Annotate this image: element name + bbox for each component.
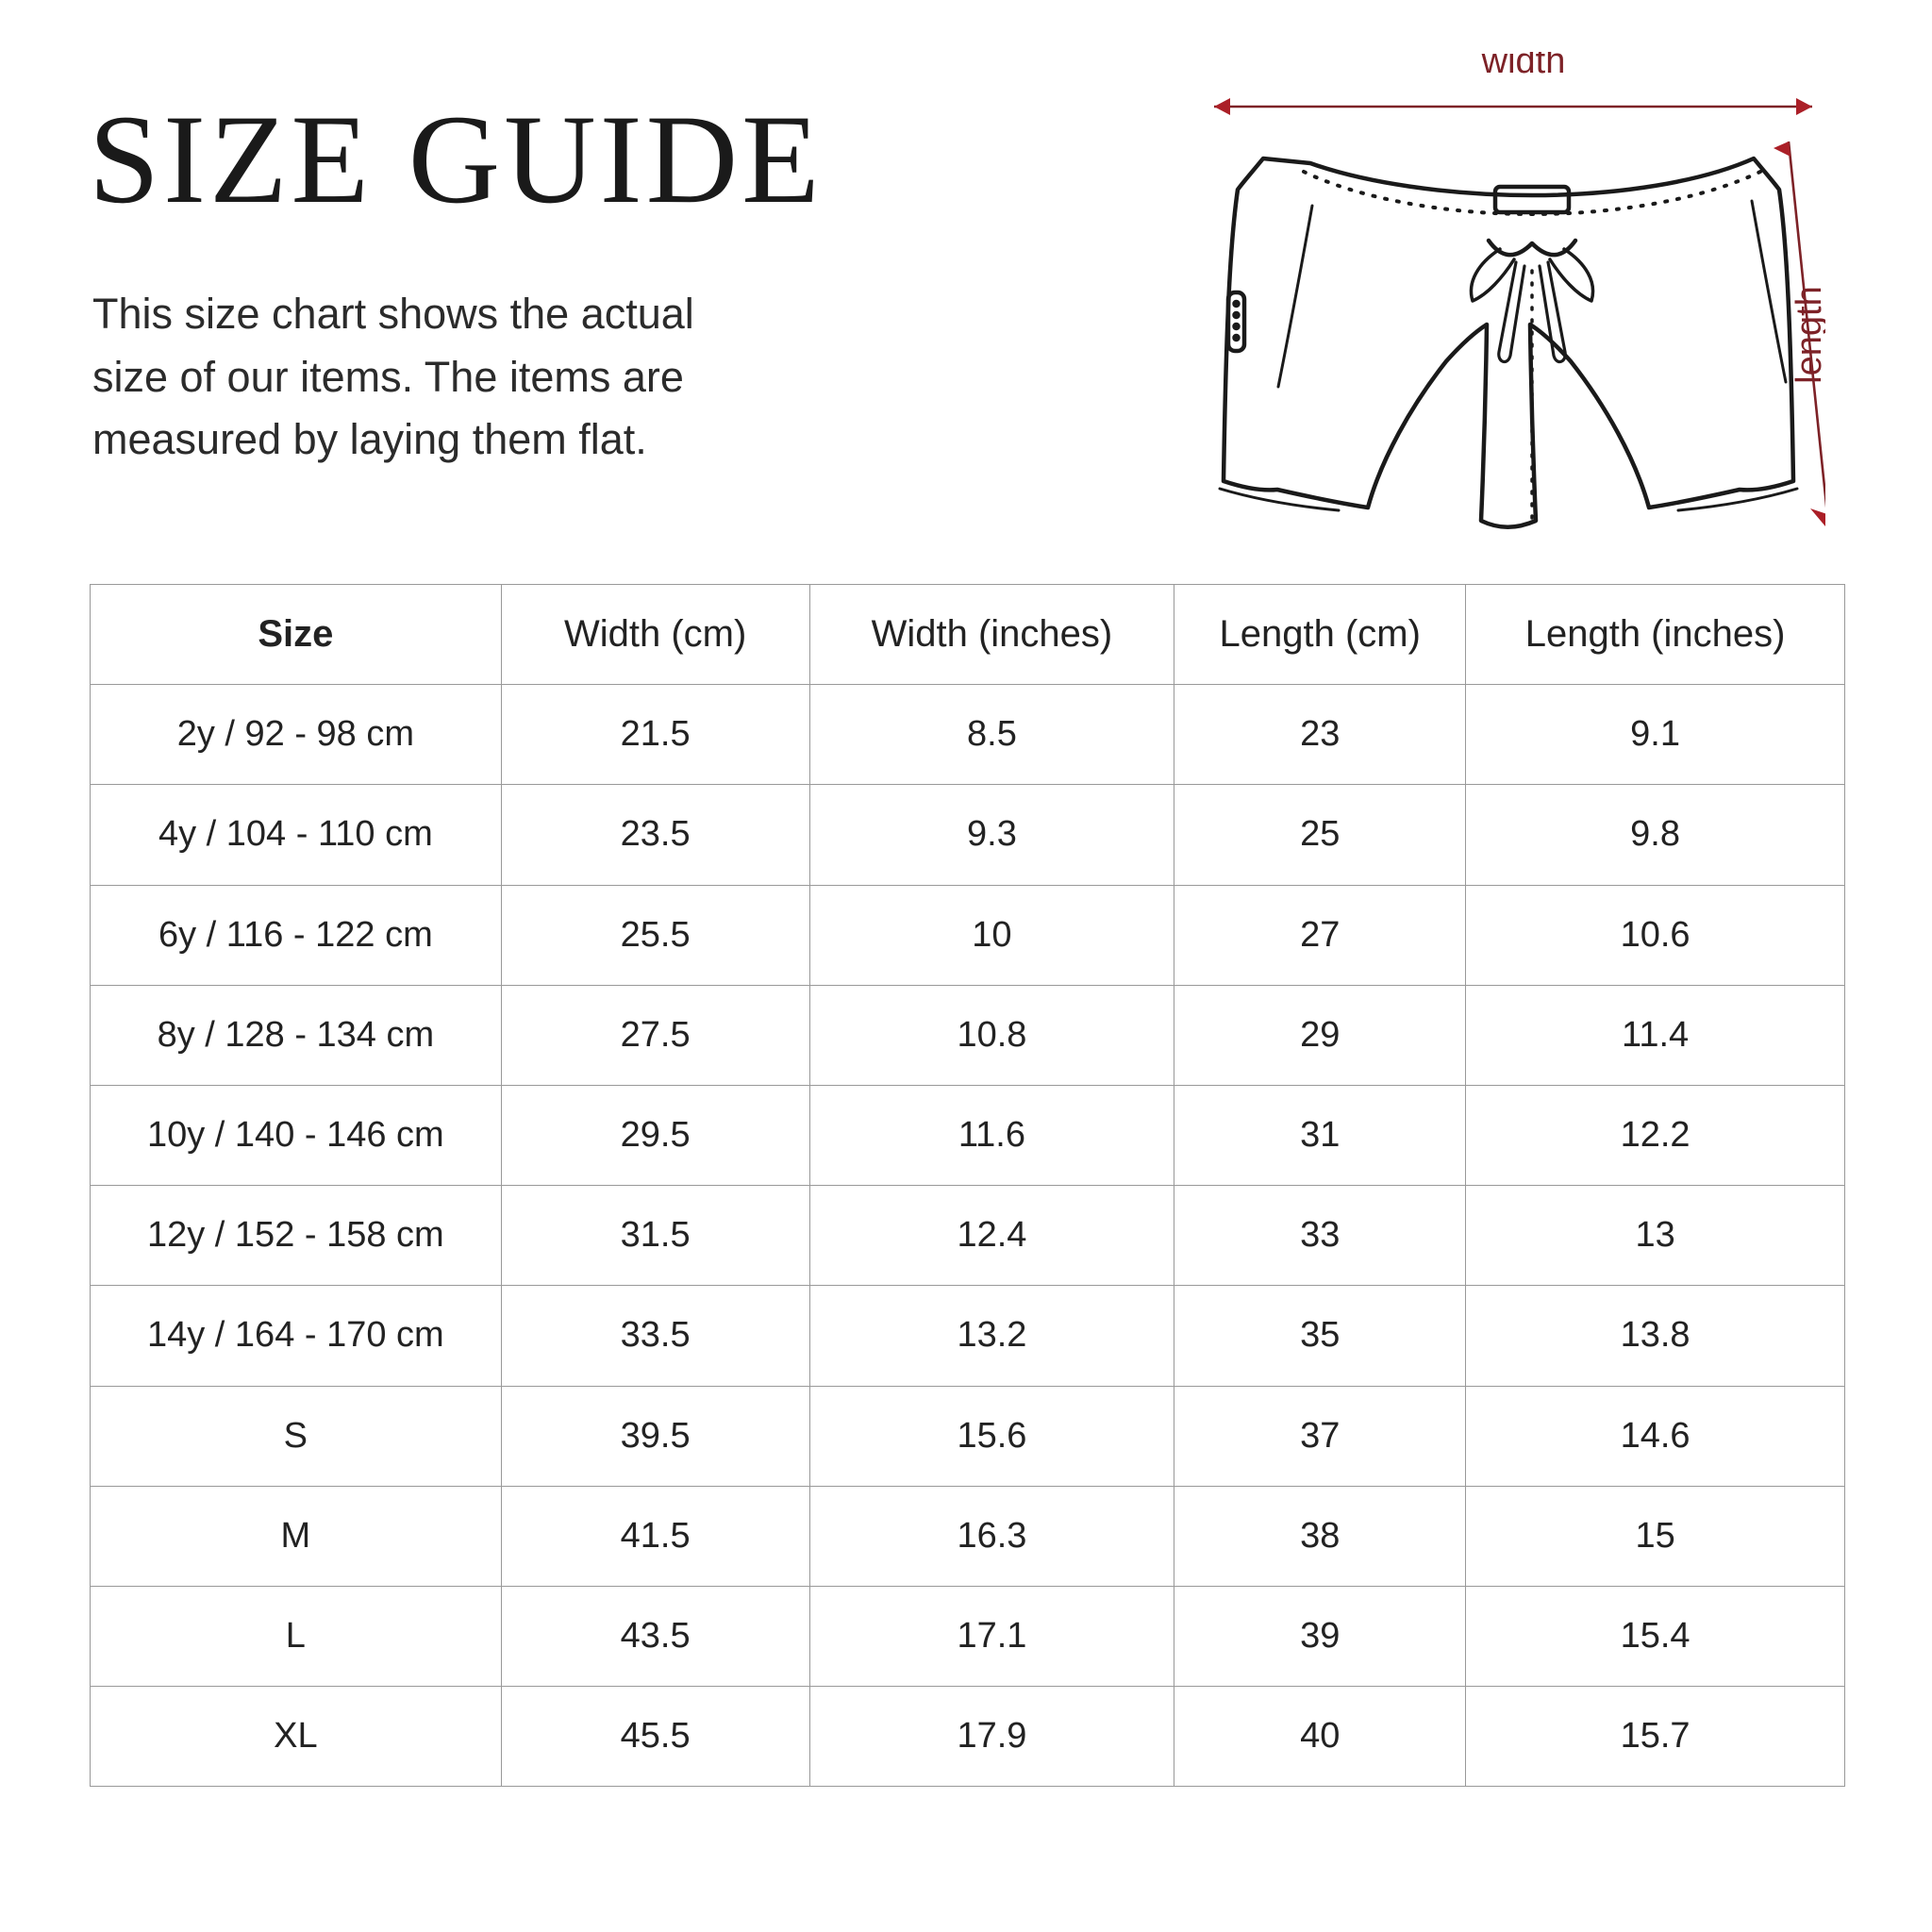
svg-text:width: width (1481, 52, 1566, 81)
